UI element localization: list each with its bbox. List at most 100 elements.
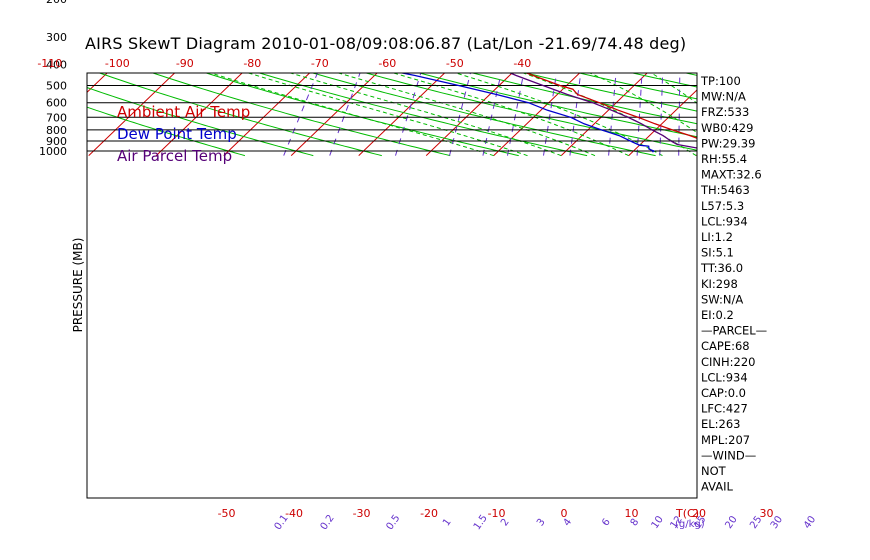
mixing-ratio-label: 40 [802,514,818,531]
index-value: LFC:427 [701,402,748,416]
index-value: MAXT:32.6 [701,168,762,182]
index-value: PW:29.39 [701,136,755,150]
dry-adiabat-line [98,73,382,157]
isotherm-line [290,73,378,156]
isotherm-line [560,73,648,156]
mixing-ratio-label: 0.2 [319,513,337,532]
bottom-temp-tick-label: 10 [625,507,639,520]
legend-entry: Air Parcel Temp [117,147,232,165]
pressure-tick-label: 800 [46,124,67,137]
index-value: SI:5.1 [701,246,734,260]
bottom-temp-tick-label: -10 [488,507,506,520]
mixing-ratio-label: 1 [441,517,454,529]
index-value: AVAIL [701,480,734,494]
index-value: NOT [701,464,727,478]
dry-adiabat-line [393,0,870,156]
dry-adiabat-line [417,73,697,138]
dry-adiabat-line [360,0,870,156]
top-temp-tick-label: -110 [37,57,62,70]
top-temp-tick-label: -60 [378,57,396,70]
top-temp-tick-label: -50 [446,57,464,70]
legend-entry: Ambient Air Temp [117,103,250,121]
dry-adiabat-line [665,0,870,156]
dry-adiabat-line [87,106,246,157]
bottom-temp-tick-label: 30 [760,507,774,520]
index-value: LCL:934 [701,370,748,384]
index-value: MPL:207 [701,433,750,447]
index-value: L57:5.3 [701,199,744,213]
index-value: KI:298 [701,277,738,291]
mixing-ratio-line [763,0,779,156]
index-value: LCL:934 [701,214,748,228]
chart-title: AIRS SkewT Diagram 2010-01-08/09:08:06.8… [85,34,687,53]
pressure-tick-label: 900 [46,135,67,148]
top-temp-tick-label: -100 [105,57,130,70]
mixing-ratio-label: 20 [723,514,739,531]
dry-adiabat-line [523,73,697,112]
index-value: FRZ:533 [701,105,749,119]
bottom-temp-tick-label: -40 [285,507,303,520]
dry-adiabat-line [577,73,697,100]
bottom-temp-tick-label: -20 [420,507,438,520]
mixing-ratio-label: 0.5 [384,513,402,532]
pressure-tick-label: 200 [46,0,67,6]
index-value: MW:N/A [701,90,746,104]
isotherm-line [831,0,870,156]
index-value: EL:263 [701,417,741,431]
moist-adiabat-line [288,73,562,157]
index-value: SW:N/A [701,292,743,306]
dry-adiabat-line [151,73,451,157]
pressure-tick-label: 600 [46,97,67,110]
mixing-ratio-label: 6 [600,517,613,529]
index-value: LI:1.2 [701,230,733,244]
index-value: WB0:429 [701,121,753,135]
top-temp-tick-label: -70 [311,57,329,70]
mixing-ratio-line [569,73,582,156]
pressure-tick-label: 1000 [39,145,67,158]
moist-adiabat-line [246,73,528,157]
mixing-ratio-label: 2 [499,517,512,529]
dry-adiabat-line [257,73,588,157]
bottom-temp-tick-label: -30 [353,507,371,520]
mixing-ratio-label: 8 [629,517,642,529]
dewpoint-temp-line [399,73,656,153]
mixing-ratio-line [790,0,812,156]
index-value: CINH:220 [701,355,756,369]
mixing-ratio-label: 4 [562,517,575,529]
isotherm-line [764,0,870,156]
index-value: RH:55.4 [701,152,747,166]
bottom-temp-tick-label: -50 [218,507,236,520]
dry-adiabat-line [204,73,519,157]
legend-entry: Dew Point Temp [117,125,237,143]
mixing-ratio-label: 3 [535,517,548,529]
pressure-tick-label: 300 [46,31,67,44]
dry-adiabat-line [258,0,870,156]
ambient-temp-line [524,73,697,139]
index-value: TT:36.0 [700,261,743,275]
index-value: TP:100 [700,74,741,88]
dry-adiabat-line [311,73,656,157]
pressure-tick-label: 400 [46,58,67,71]
plot-frame [86,72,698,499]
isotherm-line [223,73,311,156]
bottom-temp-tick-label: 20 [692,507,706,520]
mixing-ratio-label: 10 [650,514,666,531]
index-value: EI:0.2 [701,308,734,322]
mixing-ratio-line [659,73,664,156]
mixing-ratio-unit: (g/kg) [675,519,705,530]
top-temp-tick-label: -90 [176,57,194,70]
dry-adiabat-line [292,0,870,156]
moist-adiabat-line [524,0,797,156]
dry-adiabat-line [529,0,870,156]
mixing-ratio-line [636,73,643,156]
isotherm-line [358,73,446,156]
dry-adiabat-line [87,87,314,157]
top-temp-tick-label: -80 [243,57,261,70]
index-value: CAP:0.0 [701,386,746,400]
bottom-temp-tick-label: 0 [561,507,568,520]
dry-adiabat-line [495,0,870,156]
bottom-axis-unit: T(C) [675,507,699,520]
index-value: —PARCEL— [701,324,767,338]
dry-adiabat-line [326,0,870,156]
